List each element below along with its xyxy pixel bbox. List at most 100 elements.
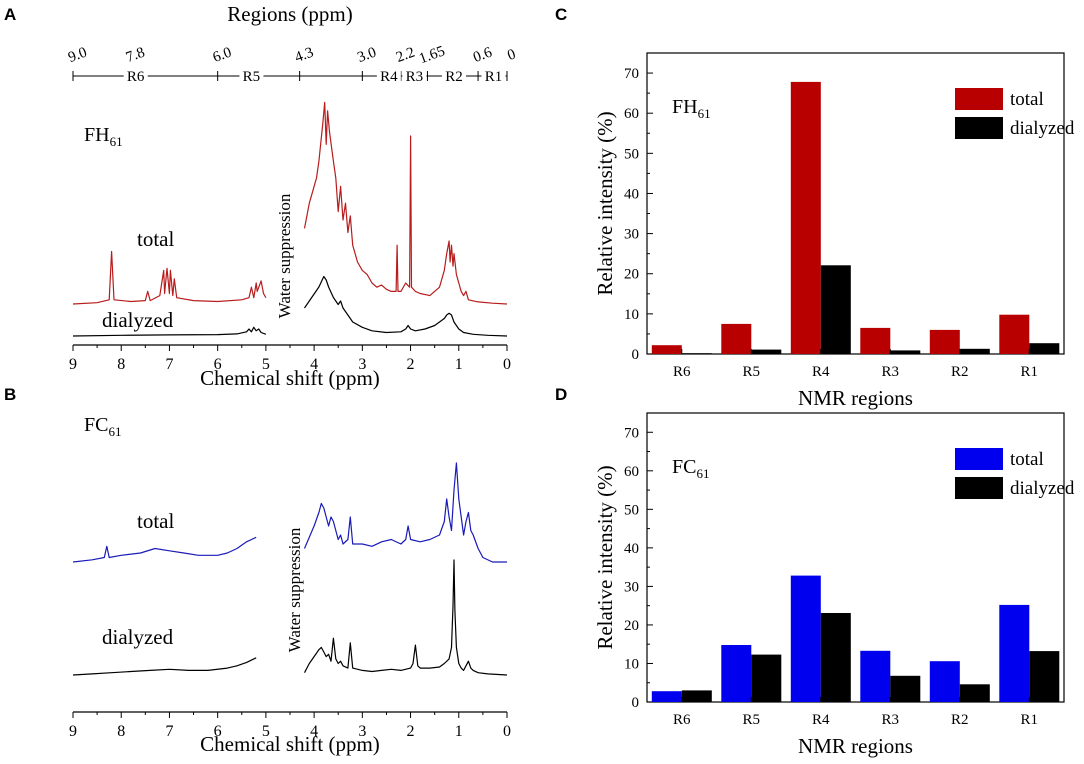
x-tick-label: 6 — [214, 723, 222, 740]
spectrum-dialyzed-a — [304, 275, 508, 337]
x-tick-label: 7 — [165, 723, 173, 740]
panel-b: B FC61 total dialyzed Water suppression … — [4, 385, 511, 756]
y-tick-label: 60 — [624, 464, 639, 480]
y-tick-label: 40 — [624, 541, 639, 557]
x-tick-label: 1 — [455, 356, 463, 373]
bar-total-R1 — [999, 314, 1030, 354]
legend-label-total: total — [1010, 89, 1044, 110]
x-axis-title-a: Chemical shift (ppm) — [200, 366, 380, 390]
x-tick-label: 5 — [262, 356, 270, 373]
x-tick-label: 3 — [358, 723, 366, 740]
spectra-b — [72, 462, 508, 676]
panel-letter-b: B — [4, 385, 16, 404]
y-tick-label: 70 — [624, 66, 639, 82]
y-tick-label: 0 — [632, 695, 640, 711]
x-tick-label: 9 — [69, 356, 77, 373]
legend-swatch-dialyzed — [955, 477, 1003, 499]
panel-c: C 0 10 20 30 40 50 60 70 R6 R5 R4 R3 R2 R1 NMR regions… — [555, 5, 1075, 410]
bar-dialyzed-R4 — [820, 613, 851, 702]
bar-dialyzed-R2 — [959, 684, 990, 702]
plot-frame — [646, 412, 1065, 703]
x-tick-label: R3 — [881, 364, 899, 380]
x-tick-label: R4 — [812, 364, 830, 380]
sample-label-sub: 61 — [110, 134, 123, 149]
bar-total-R2 — [929, 329, 960, 354]
legend-label-dialyzed: dialyzed — [1010, 118, 1075, 139]
bar-total-R6 — [651, 691, 682, 702]
bar-total-R5 — [721, 323, 752, 354]
sample-label-fh61: FH61 — [84, 124, 123, 149]
x-tick-label: R2 — [951, 712, 969, 728]
panel-d: D 0 10 20 30 40 50 60 70 R6 R5 R4 R3 R2 R1 NMR regions… — [555, 385, 1075, 758]
x-tick-label: 9 — [69, 723, 77, 740]
total-label-a: total — [137, 227, 174, 251]
bar-total-R2 — [929, 661, 960, 702]
region-tick-label: 7.8 — [124, 45, 147, 66]
spectrum-dialyzed-b — [72, 657, 257, 676]
region-label-bg — [376, 68, 401, 83]
x-tick-label: R6 — [673, 364, 691, 380]
y-tick-label: 40 — [624, 186, 639, 202]
water-suppression-label-a: Water suppression — [275, 193, 294, 318]
legend-swatch-total — [955, 448, 1003, 470]
bar-total-R3 — [860, 650, 891, 702]
chart-title: FC61 — [672, 456, 709, 481]
legend-label-dialyzed: dialyzed — [1010, 478, 1075, 499]
legend-label-total: total — [1010, 449, 1044, 470]
x-axis-a: 9 8 7 6 5 4 3 2 1 0 — [69, 344, 511, 373]
dialyzed-label-b: dialyzed — [102, 625, 174, 649]
region-tick-label: 6.0 — [211, 45, 234, 66]
x-axis-b: 9 8 7 6 5 4 3 2 1 0 — [69, 711, 511, 740]
dialyzed-label-a: dialyzed — [102, 308, 174, 332]
bar-dialyzed-R5 — [751, 654, 782, 702]
chart-title-sub: 61 — [698, 106, 711, 121]
panel-a: A Regions (ppm) 9.0 7.8 6.0 4.3 3.0 2.2 1.65 0.… — [4, 2, 518, 390]
chart-title-main: FC — [672, 456, 696, 478]
bar-dialyzed-R3 — [890, 675, 921, 702]
x-tick-label: 4 — [310, 723, 318, 740]
region-label-bg — [239, 68, 264, 83]
region-tick-label: 0 — [505, 46, 518, 64]
region-tick-labels: 9.0 7.8 6.0 4.3 3.0 2.2 1.65 0.6 0 — [66, 43, 518, 67]
y-tick-label: 30 — [624, 579, 639, 595]
regions-title: Regions (ppm) — [227, 2, 352, 26]
y-tick-label: 60 — [624, 106, 639, 122]
panel-letter-a: A — [4, 5, 16, 24]
region-name-label: R1 — [485, 69, 503, 85]
x-tick-label: 8 — [117, 356, 125, 373]
region-tick-label: 3.0 — [355, 45, 378, 66]
x-axis-title-b: Chemical shift (ppm) — [200, 732, 380, 756]
x-axis-title: NMR regions — [798, 386, 913, 410]
bar-dialyzed-R4 — [820, 265, 851, 354]
x-tick-label: R6 — [673, 712, 691, 728]
panel-letter-d: D — [555, 385, 567, 404]
x-tick-label: 8 — [117, 723, 125, 740]
bar-chart-c: 0 10 20 30 40 50 60 70 R6 R5 R4 R3 R2 R1 NMR regions Re… — [593, 52, 1075, 410]
x-axis-title: NMR regions — [798, 734, 913, 758]
sample-label-main: FH — [84, 124, 110, 146]
bar-total-R5 — [721, 645, 752, 702]
region-name-label: R4 — [380, 69, 398, 85]
plot-frame — [646, 52, 1065, 355]
chart-title-sub: 61 — [696, 466, 709, 481]
y-tick-label: 10 — [624, 656, 639, 672]
x-tick-label: R2 — [951, 364, 969, 380]
sample-label-main: FC — [84, 414, 108, 436]
sample-label-fc61: FC61 — [84, 414, 121, 439]
chart-title: FH61 — [672, 96, 711, 121]
region-bracket: R6 R5 R4 R3 R2 R1 — [72, 68, 508, 85]
x-tick-label: 5 — [262, 723, 270, 740]
bar-total-R6 — [651, 345, 682, 354]
bar-chart-d: 0 10 20 30 40 50 60 70 R6 R5 R4 R3 R2 R1 NMR regions Re… — [593, 412, 1075, 758]
region-tick-label: 0.6 — [471, 44, 495, 66]
spectrum-total-a — [303, 101, 508, 305]
region-label-bg — [481, 68, 506, 83]
panel-letter-c: C — [555, 5, 567, 24]
region-tick-label: 1.65 — [417, 43, 447, 67]
legend-swatch-dialyzed — [955, 117, 1003, 139]
sample-label-sub: 61 — [108, 424, 121, 439]
region-tick-label: 4.3 — [293, 45, 316, 66]
spectrum-total-a — [72, 250, 267, 305]
chart-title-main: FH — [672, 96, 698, 118]
